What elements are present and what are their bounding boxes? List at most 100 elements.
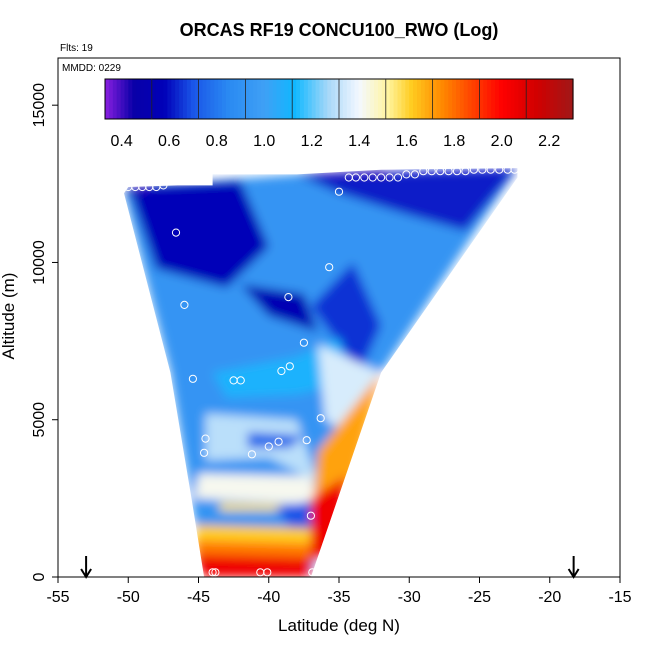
colorbar-cell (335, 79, 340, 119)
colorbar-cell (409, 79, 414, 119)
sample-marker (402, 170, 411, 179)
colorbar-cell (541, 79, 547, 119)
colorbar-cell (417, 79, 422, 119)
colorbar-tick-label: 2.0 (491, 133, 513, 150)
colorbar-cell (112, 79, 118, 119)
colorbar-cell (389, 79, 395, 119)
field-region (240, 284, 318, 332)
x-tick-label: -50 (117, 589, 140, 606)
colorbar-cell (284, 79, 289, 119)
sample-marker (302, 436, 311, 445)
sample-marker (285, 362, 294, 371)
sample-marker (478, 165, 487, 174)
colorbar-cell (432, 79, 438, 119)
colorbar-cell (448, 79, 453, 119)
colorbar-cell (440, 79, 445, 119)
colorbar-cell (495, 79, 500, 119)
colorbar-cell (249, 79, 254, 119)
colorbar-cell (179, 79, 184, 119)
x-tick-label: -55 (46, 589, 69, 606)
sample-marker (211, 568, 220, 577)
flights-annotation: Flts: 19 (60, 43, 93, 54)
x-tick-label: -25 (468, 589, 491, 606)
field-region (219, 503, 289, 511)
date-annotation: MMDD: 0229 (62, 63, 121, 74)
colorbar-cell (233, 79, 239, 119)
y-tick-label: 15000 (31, 83, 48, 128)
colorbar-cell (268, 79, 274, 119)
x-tick-label: -45 (187, 589, 210, 606)
colorbar-cell (190, 79, 196, 119)
colorbar-tick-label: 1.6 (396, 133, 418, 150)
colorbar-cell (167, 79, 172, 119)
colorbar-cell (436, 79, 441, 119)
colorbar-cell (222, 79, 227, 119)
colorbar-cell (346, 79, 352, 119)
sample-marker (306, 511, 315, 520)
colorbar-cell (241, 79, 246, 119)
colorbar-cell (487, 79, 492, 119)
sample-marker (264, 442, 273, 451)
colorbar-cell (300, 79, 305, 119)
colorbar-cell (491, 79, 496, 119)
y-tick-label: 10000 (31, 240, 48, 285)
colorbar-cell (459, 79, 465, 119)
sample-marker (444, 167, 453, 176)
x-tick-label: -35 (327, 589, 350, 606)
sample-marker (188, 374, 197, 383)
colorbar-cell (339, 79, 344, 119)
colorbar-cell (350, 79, 356, 119)
colorbar-cell (498, 79, 504, 119)
sample-marker (274, 437, 283, 446)
colorbar-cell (206, 79, 211, 119)
x-axis: -55 -50 -45 -40 -35 -30 -25 -20 -15 (46, 577, 632, 606)
colorbar-cell (397, 79, 402, 119)
colorbar-cell (444, 79, 449, 119)
y-axis: 0 5000 10000 15000 (31, 83, 58, 581)
colorbar-cell (483, 79, 488, 119)
colorbar-tick-label: 0.4 (110, 133, 132, 150)
colorbar-cell (518, 79, 523, 119)
x-tick-label: -20 (538, 589, 561, 606)
colorbar-cell (405, 79, 410, 119)
colorbar-cell (128, 79, 133, 119)
colorbar-cell (124, 79, 129, 119)
colorbar-cell (456, 79, 461, 119)
sample-marker (236, 376, 245, 385)
colorbar-cell (151, 79, 157, 119)
y-tick-label: 0 (31, 572, 48, 581)
sample-marker (377, 173, 386, 182)
colorbar-cell (561, 79, 566, 119)
colorbar-cell (163, 79, 168, 119)
x-axis-title: Latitude (deg N) (278, 616, 400, 635)
colorbar-tick-label: 0.6 (158, 133, 180, 150)
x-tick-label: -15 (608, 589, 631, 606)
colorbar-cell (292, 79, 297, 119)
colorbar-cell (311, 79, 317, 119)
sample-marker (368, 173, 377, 182)
colorbar-cell (116, 79, 122, 119)
colorbar-cell (549, 79, 555, 119)
sample-marker (360, 173, 369, 182)
colorbar-cell (374, 79, 379, 119)
x-tick-label: -30 (398, 589, 421, 606)
colorbar: 0.4 0.6 0.8 1.0 1.2 1.4 1.6 1.8 2.0 2.2 (104, 78, 574, 150)
colorbar-cell (120, 79, 126, 119)
colorbar-cell (471, 79, 477, 119)
colorbar-cell (155, 79, 161, 119)
sample-marker (308, 568, 317, 577)
colorbar-cell (105, 79, 110, 119)
sample-marker (299, 338, 308, 347)
sample-marker (427, 167, 436, 176)
colorbar-cell (253, 79, 258, 119)
colorbar-cell (378, 79, 383, 119)
colorbar-cell (140, 79, 145, 119)
sample-marker (410, 170, 419, 179)
colorbar-cell (342, 79, 348, 119)
colorbar-cell (366, 79, 371, 119)
field-region (194, 473, 318, 505)
colorbar-cell (229, 79, 235, 119)
colorbar-cell (276, 79, 282, 119)
sample-marker (419, 167, 428, 176)
